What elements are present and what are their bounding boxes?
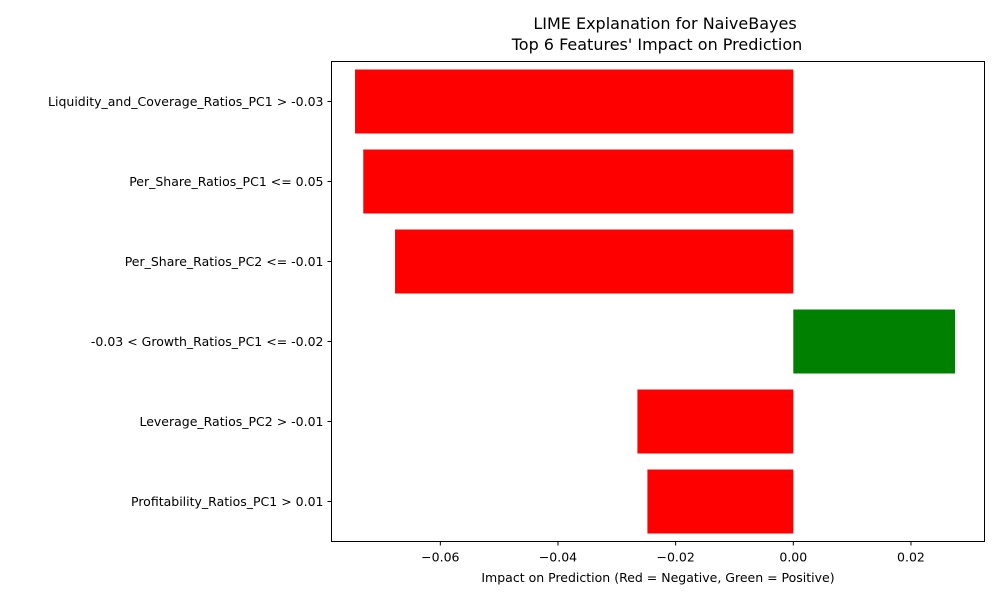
y-tick-labels: Liquidity_and_Coverage_Ratios_PC1 > -0.0…	[48, 94, 332, 509]
y-tick-label: -0.03 < Growth_Ratios_PC1 <= -0.02	[91, 334, 324, 349]
bar-2	[363, 149, 794, 214]
bars-layer	[355, 69, 956, 534]
y-tick-label: Liquidity_and_Coverage_Ratios_PC1 > -0.0…	[48, 94, 323, 109]
x-tick-label: 0.02	[897, 550, 925, 565]
x-ticks: −0.06 −0.04 −0.02 0.00 0.02	[421, 541, 925, 565]
bar-1	[355, 69, 794, 134]
y-tick-label: Per_Share_Ratios_PC2 <= -0.01	[125, 254, 324, 269]
x-axis-label: Impact on Prediction (Red = Negative, Gr…	[481, 570, 834, 585]
x-tick-label: −0.06	[421, 550, 459, 565]
x-tick-label: −0.04	[539, 550, 577, 565]
bar-3	[395, 229, 794, 294]
y-tick-label: Leverage_Ratios_PC2 > -0.01	[139, 414, 323, 429]
y-tick-label: Profitability_Ratios_PC1 > 0.01	[131, 494, 324, 509]
plot-frame	[331, 61, 985, 542]
y-tick-label: Per_Share_Ratios_PC1 <= 0.05	[129, 174, 323, 189]
chart-title: LIME Explanation for NaiveBayes	[533, 14, 796, 33]
chart-subtitle: Top 6 Features' Impact on Prediction	[511, 35, 803, 54]
x-tick-label: −0.02	[656, 550, 694, 565]
bar-5	[637, 389, 794, 454]
bar-6	[647, 469, 794, 534]
x-tick-label: 0.00	[779, 550, 807, 565]
bar-4	[793, 309, 956, 374]
